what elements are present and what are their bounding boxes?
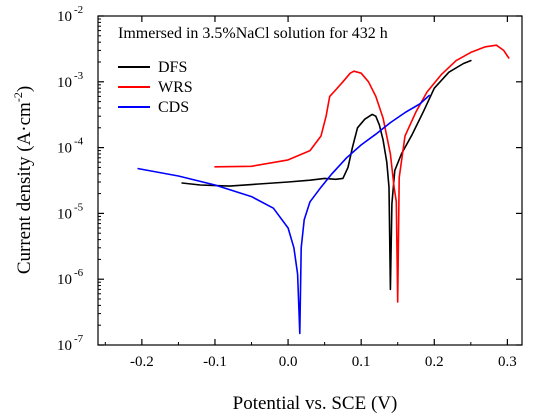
x-tick-label: 0.3 <box>498 354 517 370</box>
y-tick-exponent: -5 <box>74 201 84 213</box>
series-line-wrs <box>214 44 510 303</box>
legend-label-dfs: DFS <box>158 59 187 76</box>
series-line-cds <box>137 94 430 335</box>
x-tick-label: -0.2 <box>130 354 154 370</box>
y-tick-label: 10 <box>57 75 72 91</box>
y-axis-title-main: Current density (A·cm <box>14 102 35 274</box>
series-layer <box>137 44 510 335</box>
y-axis-title: Current density (A·cm-2) <box>11 86 35 274</box>
y-tick-exponent: -4 <box>74 136 84 148</box>
y-tick-label: 10 <box>57 206 72 222</box>
y-tick-exponent: -3 <box>74 70 84 82</box>
x-tick-label: -0.1 <box>203 354 227 370</box>
legend: DFS WRS CDS <box>118 59 193 116</box>
series-line-dfs <box>181 59 472 291</box>
x-axis: -0.2 -0.1 0.0 0.1 0.2 0.3 <box>104 16 517 370</box>
x-axis-title: Potential vs. SCE (V) <box>233 393 398 414</box>
y-tick-label: 10 <box>57 141 72 157</box>
legend-label-cds: CDS <box>158 99 189 116</box>
y-tick-exponent: -2 <box>74 4 83 16</box>
y-axis-title-close: ) <box>14 86 35 92</box>
y-axis-title-exp: -2 <box>11 92 25 102</box>
plot-frame <box>97 15 523 346</box>
x-tick-label: 0.0 <box>279 354 298 370</box>
y-tick-exponent: -6 <box>74 267 84 279</box>
y-tick-label: 10 <box>57 272 72 288</box>
y-tick-label: 10 <box>57 9 72 25</box>
annotation-text: Immersed in 3.5%NaCl solution for 432 h <box>118 25 388 42</box>
y-tick-exponent: -7 <box>74 333 84 345</box>
y-tick-label: 10 <box>57 338 72 354</box>
x-tick-label: 0.2 <box>425 354 444 370</box>
y-axis: 10-710-610-510-410-310-2 <box>57 4 522 354</box>
legend-label-wrs: WRS <box>158 79 193 96</box>
x-tick-label: 0.1 <box>352 354 371 370</box>
